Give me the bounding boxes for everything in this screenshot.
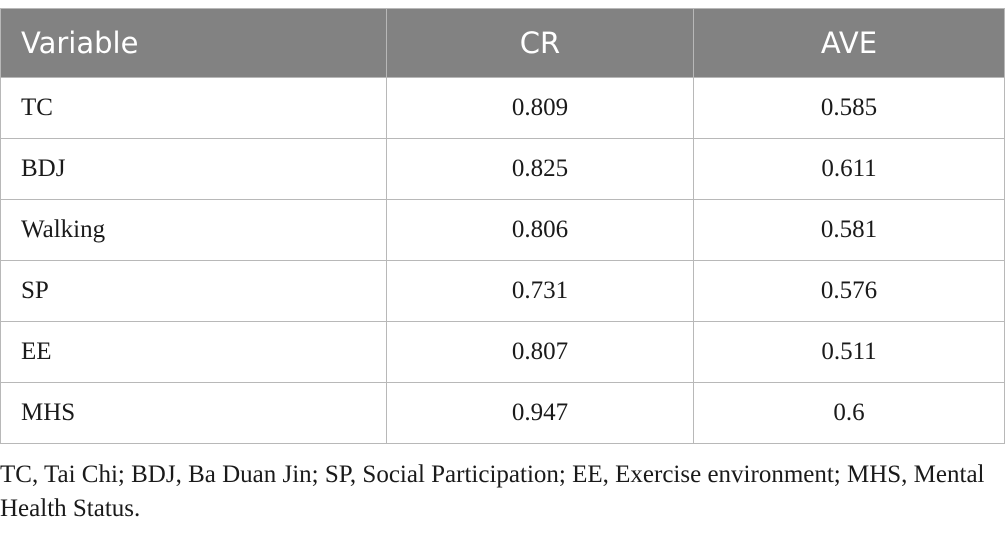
cell-ave: 0.611 bbox=[693, 138, 1005, 200]
reliability-table: Variable CR AVE TC 0.809 0.585 BDJ 0.825… bbox=[0, 8, 1005, 444]
cell-ave: 0.585 bbox=[693, 77, 1005, 139]
cell-ave: 0.576 bbox=[693, 260, 1005, 322]
header-row: Variable CR AVE bbox=[0, 8, 1005, 78]
table-row: MHS 0.947 0.6 bbox=[0, 382, 1005, 444]
cell-ave: 0.511 bbox=[693, 321, 1005, 383]
header-cr: CR bbox=[386, 8, 694, 78]
cell-cr: 0.806 bbox=[386, 199, 694, 261]
cell-cr: 0.825 bbox=[386, 138, 694, 200]
table-footnote: TC, Tai Chi; BDJ, Ba Duan Jin; SP, Socia… bbox=[0, 461, 985, 522]
header-ave: AVE bbox=[693, 8, 1005, 78]
table-row: TC 0.809 0.585 bbox=[0, 77, 1005, 139]
cell-variable: BDJ bbox=[0, 138, 387, 200]
table-header: Variable CR AVE bbox=[0, 8, 1005, 78]
cell-ave: 0.6 bbox=[693, 382, 1005, 444]
cell-variable: SP bbox=[0, 260, 387, 322]
cell-variable: MHS bbox=[0, 382, 387, 444]
cell-cr: 0.731 bbox=[386, 260, 694, 322]
cell-ave: 0.581 bbox=[693, 199, 1005, 261]
data-table-container: Variable CR AVE TC 0.809 0.585 BDJ 0.825… bbox=[0, 8, 1005, 444]
table-body: TC 0.809 0.585 BDJ 0.825 0.611 Walking 0… bbox=[0, 77, 1005, 444]
cell-cr: 0.807 bbox=[386, 321, 694, 383]
table-row: EE 0.807 0.511 bbox=[0, 321, 1005, 383]
cell-variable: TC bbox=[0, 77, 387, 139]
table-row: SP 0.731 0.576 bbox=[0, 260, 1005, 322]
cell-cr: 0.947 bbox=[386, 382, 694, 444]
table-row: Walking 0.806 0.581 bbox=[0, 199, 1005, 261]
cell-cr: 0.809 bbox=[386, 77, 694, 139]
header-variable: Variable bbox=[0, 8, 387, 78]
cell-variable: EE bbox=[0, 321, 387, 383]
cell-variable: Walking bbox=[0, 199, 387, 261]
table-row: BDJ 0.825 0.611 bbox=[0, 138, 1005, 200]
